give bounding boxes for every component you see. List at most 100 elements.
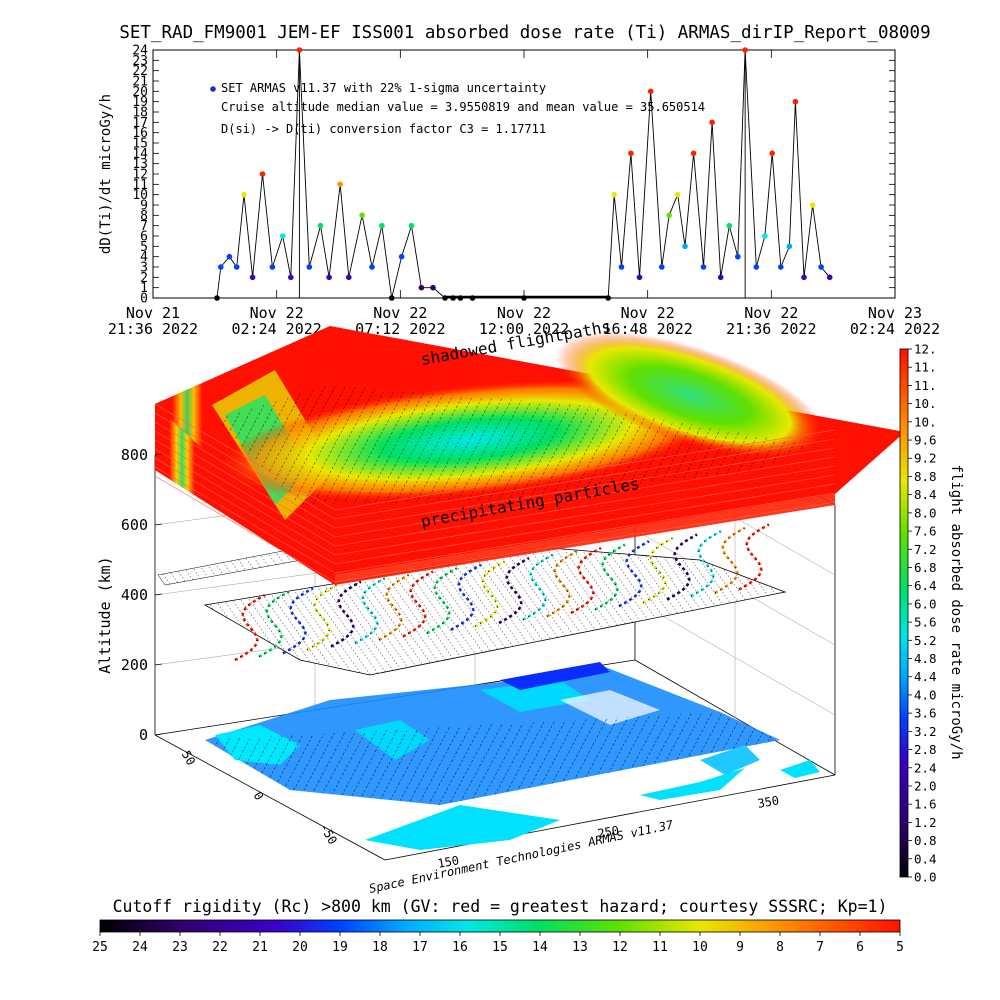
orbit-track (402, 570, 434, 638)
data-point (709, 119, 715, 126)
dose-rate-colorbar-tick-label: 4.4 (914, 669, 937, 684)
data-point (628, 150, 634, 157)
y-tick-label: 14 (132, 147, 148, 162)
orbit-track (690, 530, 722, 598)
y-tick-label: 20 (132, 85, 148, 100)
orbit-track (450, 563, 482, 631)
orbit-track (306, 583, 338, 652)
y-tick-label: 15 (132, 137, 148, 152)
data-point (398, 253, 405, 260)
y-tick-label: 22 (132, 64, 148, 79)
data-point (742, 47, 748, 53)
z-tick (154, 523, 163, 526)
y-tick-label: 4 (140, 250, 148, 265)
dose-rate-colorbar-tick-label: 2.0 (914, 778, 937, 793)
dose-rate-colorbar-tick-label: 5.6 (914, 615, 937, 630)
data-point (457, 295, 464, 301)
x-tick-label-date: Nov 22 (621, 304, 675, 322)
data-point (611, 191, 617, 198)
dose-rate-colorbar-tick-label: 0.0 (914, 870, 937, 885)
slab-layer-edge (154, 439, 336, 547)
cutoff-rigidity-colorbar-tick-label: 23 (172, 940, 188, 955)
dose-rate-colorbar-tick-label: 9.2 (914, 451, 937, 466)
top-plot-data (214, 47, 833, 301)
dose-rate-colorbar-tick-label: 2.4 (914, 760, 937, 775)
x-tick-label-time: 02:24 2022 (850, 320, 940, 338)
data-point (801, 274, 807, 281)
data-point (469, 295, 476, 301)
cutoff-rigidity-colorbar-tick-label: 7 (816, 940, 824, 955)
dose-rate-colorbar-tick-label: 0.8 (914, 833, 937, 848)
y-tick-label: 17 (132, 116, 148, 131)
dose-rate-colorbar-tick-label: 10. (914, 396, 937, 411)
y-tick-label: 12 (132, 168, 148, 183)
data-point (769, 150, 775, 157)
z-tick-label: 400 (121, 586, 148, 604)
slab-layer-edge (334, 429, 836, 511)
dose-rate-colorbar-tick-label: 4.0 (914, 687, 937, 702)
data-point (326, 274, 332, 281)
y-tick-label: 7 (140, 219, 148, 234)
orbit-track (522, 553, 554, 621)
cutoff-rigidity-colorbar-tick-label: 6 (856, 940, 864, 955)
dose-rate-colorbar-tick-label: 3.6 (914, 706, 937, 721)
data-point (233, 264, 240, 270)
data-point (408, 222, 415, 229)
orbit-track (618, 540, 650, 608)
dose-rate-colorbar-tick-label: 10. (914, 414, 937, 429)
z-tick-label: 200 (121, 656, 148, 674)
y-tick-label: 8 (140, 209, 148, 224)
data-point (450, 295, 456, 301)
z-tick (154, 453, 163, 456)
y-tick-label: 21 (132, 75, 148, 90)
dose-rate-colorbar-tick-label: 11. (914, 360, 937, 375)
cutoff-rigidity-colorbar-tick-label: 10 (692, 940, 708, 955)
data-point (359, 212, 365, 219)
cutoff-rigidity-colorbar-tick-label: 17 (412, 940, 428, 955)
y-tick-label: 11 (132, 178, 148, 193)
data-point (690, 150, 697, 157)
data-point (296, 47, 303, 53)
lon-tick-label: 350 (756, 793, 780, 811)
legend-line-1: SET ARMAS v11.37 with 22% 1-sigma uncert… (221, 81, 546, 95)
y-tick-label: 10 (132, 188, 148, 203)
dose-rate-colorbar-tick-label: 1.2 (914, 815, 937, 830)
legend-marker (210, 86, 216, 92)
slab-layer-edge (334, 483, 836, 565)
z-tick (154, 733, 163, 736)
orbit-track (330, 580, 362, 648)
dose-rate-colorbar-tick-label: 11. (914, 378, 937, 393)
y-tick-label: 5 (140, 240, 148, 255)
data-point (346, 274, 352, 281)
orbit-track (258, 590, 290, 658)
x-tick-label-date: Nov 21 (126, 304, 180, 322)
data-point (214, 295, 220, 301)
legend-line-2: Cruise altitude median value = 3.9550819… (221, 100, 705, 114)
page-title: SET_RAD_FM9001 JEM-EF ISS001 absorbed do… (119, 23, 930, 43)
dose-rate-colorbar-tick-label: 12. (914, 342, 937, 357)
slab-layer-edge (154, 466, 336, 574)
top-plot-ylabel: dD(Ti)/dt microGy/h (98, 94, 114, 254)
globe-lon-axis: 150 250 350 (436, 793, 780, 871)
data-point (735, 253, 741, 260)
slab-layer-edge (154, 421, 336, 529)
orbit-track (354, 577, 386, 645)
data-point (826, 274, 833, 281)
dose-rate-colorbar-title: flight absorbed dose rate microGy/h (948, 464, 964, 759)
y-tick-label: 18 (132, 106, 148, 121)
data-point (249, 274, 256, 281)
cutoff-rigidity-colorbar-tick-label: 12 (612, 940, 628, 955)
dose-rate-colorbar-tick-label: 6.4 (914, 578, 937, 593)
dose-rate-colorbar-tick-label: 9.6 (914, 433, 937, 448)
legend-line-3: D(si) -> D(ti) conversion factor C3 = 1.… (221, 122, 546, 136)
cutoff-rigidity-colorbar-tick-label: 14 (532, 940, 548, 955)
x-tick-label-date: Nov 22 (250, 304, 304, 322)
data-point (226, 253, 233, 260)
y-tick-label: 19 (132, 95, 148, 110)
y-tick-label: 16 (132, 126, 148, 141)
slab-stack-edges (154, 403, 836, 583)
z-tick (154, 663, 163, 666)
data-point (218, 264, 224, 270)
lon-tick-label: 150 (436, 853, 460, 871)
